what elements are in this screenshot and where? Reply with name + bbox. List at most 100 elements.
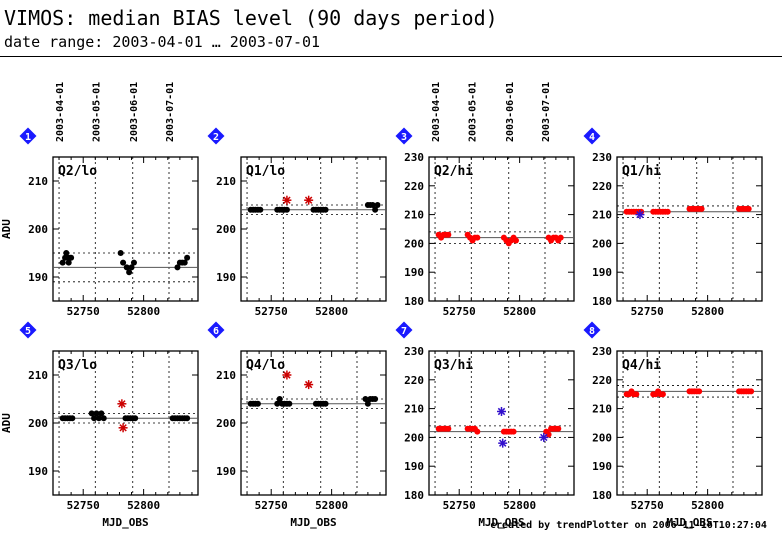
panel-badge-number: 1 (25, 132, 31, 143)
y-tick-label: 190 (216, 465, 236, 478)
y-tick-label: 210 (216, 175, 236, 188)
outlier-stroke (304, 380, 313, 389)
y-tick-label: 200 (216, 417, 236, 430)
data-point (65, 259, 72, 266)
data-point (63, 250, 70, 256)
data-point (445, 231, 452, 238)
date-label: 2003-04-01 (55, 82, 66, 142)
panel-3: 3 52750 52800 180 190 200 210 220 230 Q2/hi 2003-0… (395, 82, 575, 318)
x-tick-label: 52800 (315, 305, 348, 318)
x-tick-label: 52800 (691, 305, 724, 318)
y-tick-label: 190 (404, 460, 424, 473)
panel-label: Q4/lo (246, 358, 285, 373)
data-point (322, 400, 329, 407)
outlier-stroke (497, 407, 506, 416)
y-tick-label: 210 (592, 209, 612, 222)
y-axis-label: ADU (0, 413, 13, 433)
panel-5: 5 52750 52800 190 200 210 Q3/lo MJD_OBS ADU (0, 321, 199, 529)
data-point (98, 410, 105, 417)
outlier-point (117, 399, 127, 409)
data-point (120, 259, 127, 266)
x-tick-label: 52800 (127, 499, 160, 512)
y-tick-label: 210 (28, 369, 48, 382)
panel-badge-number: 5 (25, 326, 31, 337)
panel-4: 4 52750 52800 180 190 200 210 220 230 Q1/hi (583, 127, 763, 318)
data-point (68, 254, 75, 261)
panel-label: Q1/hi (622, 164, 661, 179)
data-point (474, 428, 481, 435)
outlier-stroke (304, 196, 313, 204)
y-tick-label: 200 (216, 223, 236, 236)
outlier-point (635, 210, 645, 220)
outlier-point (282, 195, 292, 205)
data-point (510, 428, 517, 435)
panel-badge-icon (395, 127, 413, 145)
y-tick-label: 180 (592, 295, 612, 308)
y-tick-label: 210 (404, 403, 424, 416)
y-tick-label: 210 (592, 403, 612, 416)
panel-frame (428, 156, 575, 302)
y-tick-label: 190 (28, 271, 48, 284)
y-tick-label: 210 (216, 369, 236, 382)
data-point (184, 415, 191, 422)
panel-badge-icon (207, 127, 225, 145)
x-tick-label: 52750 (255, 499, 288, 512)
outlier-point (498, 438, 508, 448)
data-point (362, 396, 369, 402)
data-point (374, 202, 381, 208)
page-title: VIMOS: median BIAS level (90 days period… (4, 6, 498, 30)
panel-badge-number: 8 (589, 326, 595, 337)
x-axis-label: MJD_OBS (666, 516, 712, 529)
y-tick-label: 200 (592, 237, 612, 250)
data-point (274, 400, 281, 407)
y-tick-label: 230 (404, 345, 424, 358)
date-label: 2003-06-01 (129, 82, 140, 142)
page-subtitle: date range: 2003-04-01 … 2003-07-01 (4, 33, 321, 51)
panel-badge-icon (583, 127, 601, 145)
x-tick-label: 52750 (443, 305, 476, 318)
header-divider (0, 56, 782, 57)
x-axis-label: MJD_OBS (478, 516, 524, 529)
panel-frame (616, 156, 763, 302)
y-tick-label: 190 (216, 271, 236, 284)
outlier-stroke (283, 371, 291, 379)
panel-2: 2 52750 52800 190 200 210 Q1/lo (207, 127, 387, 318)
data-point (633, 391, 640, 398)
y-tick-label: 200 (404, 431, 424, 444)
data-point (69, 415, 76, 422)
outlier-stroke (636, 210, 644, 219)
panel-badge-icon (583, 321, 601, 339)
outlier-stroke (283, 196, 291, 204)
date-label: 2003-07-01 (541, 82, 552, 142)
panel-8: 8 52750 52800 180 190 200 210 220 230 Q4/hi MJD_OB… (583, 321, 763, 529)
data-point (474, 234, 481, 241)
data-point (100, 415, 107, 422)
data-point (322, 206, 329, 213)
data-point (286, 400, 293, 407)
x-tick-label: 52800 (127, 305, 160, 318)
y-axis-label: ADU (0, 219, 13, 239)
x-tick-label: 52750 (631, 499, 664, 512)
x-tick-label: 52750 (67, 499, 100, 512)
x-tick-label: 52800 (691, 499, 724, 512)
y-tick-label: 200 (592, 431, 612, 444)
x-tick-label: 52750 (255, 305, 288, 318)
data-point (555, 425, 562, 432)
x-tick-label: 52750 (631, 305, 664, 318)
x-tick-label: 52750 (443, 499, 476, 512)
outlier-point (118, 423, 128, 433)
x-axis-label: MJD_OBS (102, 516, 148, 529)
y-tick-label: 200 (404, 237, 424, 250)
data-point (132, 415, 139, 422)
y-tick-label: 190 (404, 266, 424, 279)
data-point (513, 237, 519, 244)
x-tick-label: 52800 (503, 305, 536, 318)
data-point (659, 391, 666, 398)
data-point (181, 259, 188, 266)
y-tick-label: 220 (592, 180, 612, 193)
data-point (93, 410, 100, 417)
data-point (745, 205, 752, 212)
data-point (748, 388, 755, 395)
x-axis-label: MJD_OBS (290, 516, 336, 529)
